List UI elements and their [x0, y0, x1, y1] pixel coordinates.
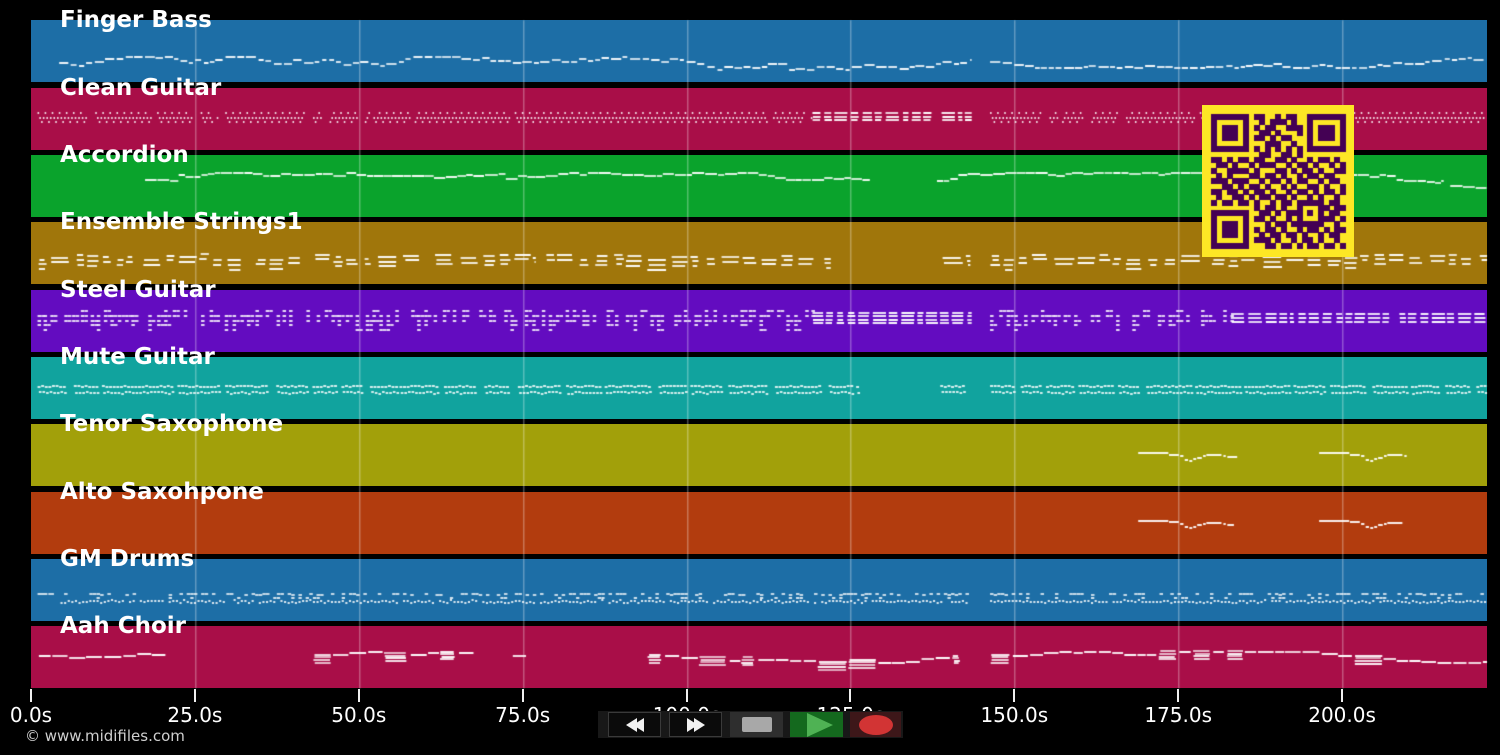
track-name-label: Aah Choir: [60, 613, 186, 640]
stop-button[interactable]: [730, 712, 783, 737]
track-name-label: Ensemble Strings1: [60, 209, 303, 236]
fast-forward-icon: [686, 717, 698, 732]
record-icon: [858, 714, 893, 735]
track-name-label: Mute Guitar: [60, 344, 215, 371]
track-name-label: Tenor Saxophone: [60, 411, 284, 438]
track-name-label: Alto Saxohpone: [60, 478, 264, 505]
fast-forward-icon: [693, 717, 705, 732]
rewind-icon: [625, 717, 637, 732]
qr-code-image: [1202, 105, 1354, 257]
track-name-label: Accordion: [60, 142, 189, 168]
fast-forward-button[interactable]: [669, 712, 722, 737]
transport-bar: [598, 711, 903, 738]
play-icon: [806, 712, 833, 737]
qr-code: [1202, 105, 1354, 261]
play-button[interactable]: [790, 712, 843, 737]
track-name-label: Clean Guitar: [60, 74, 222, 101]
rewind-button[interactable]: [608, 712, 661, 737]
rewind-icon: [632, 717, 644, 732]
track-name-label: Steel Guitar: [60, 276, 216, 303]
record-button[interactable]: [850, 712, 901, 737]
track-name-label: GM Drums: [60, 546, 195, 573]
track-name-label: Finger Bass: [60, 7, 212, 34]
stop-icon: [741, 717, 772, 732]
